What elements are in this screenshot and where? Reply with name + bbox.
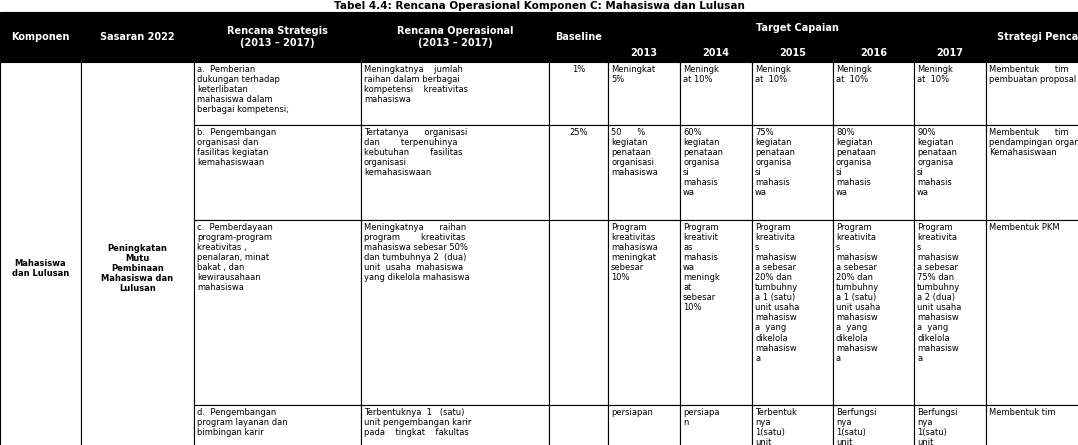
- Bar: [914, 62, 986, 125]
- Text: Meningk
at 10%: Meningk at 10%: [683, 65, 719, 84]
- Bar: [549, 125, 608, 220]
- Bar: [361, 220, 549, 405]
- Bar: [549, 405, 608, 445]
- Bar: [549, 62, 608, 125]
- Text: 2014: 2014: [703, 48, 730, 58]
- Text: Meningkat
5%: Meningkat 5%: [611, 65, 655, 84]
- Bar: [914, 405, 986, 445]
- Text: b.  Pengembangan
organisasi dan
fasilitas kegiatan
kemahasiswaan: b. Pengembangan organisasi dan fasilitas…: [197, 128, 276, 167]
- Bar: [680, 220, 752, 405]
- Bar: [986, 405, 1078, 445]
- Text: 90%
kegiatan
penataan
organisa
si
mahasis
wa: 90% kegiatan penataan organisa si mahasi…: [917, 128, 957, 197]
- Bar: [986, 125, 1078, 220]
- Text: 80%
kegiatan
penataan
organisa
si
mahasis
wa: 80% kegiatan penataan organisa si mahasi…: [837, 128, 876, 197]
- Bar: [752, 405, 833, 445]
- Text: Berfungsi
nya
1(satu)
unit: Berfungsi nya 1(satu) unit: [837, 408, 876, 445]
- Bar: [833, 405, 914, 445]
- Text: Meningkatnya    jumlah
raihan dalam berbagai
kompetensi    kreativitas
mahasiswa: Meningkatnya jumlah raihan dalam berbaga…: [364, 65, 468, 104]
- Bar: [680, 125, 752, 220]
- Bar: [361, 12, 549, 62]
- Text: Program
kreativit
as
mahasis
wa
meningk
at
sebesar
10%: Program kreativit as mahasis wa meningk …: [683, 223, 720, 312]
- Text: 75%
kegiatan
penataan
organisa
si
mahasis
wa: 75% kegiatan penataan organisa si mahasi…: [755, 128, 794, 197]
- Text: Baseline: Baseline: [555, 32, 602, 42]
- Bar: [914, 220, 986, 405]
- Bar: [680, 44, 752, 62]
- Bar: [361, 405, 549, 445]
- Text: Mahasiswa
dan Lulusan: Mahasiswa dan Lulusan: [12, 259, 69, 278]
- Text: Terbentuknya  1   (satu)
unit pengembangan karir
pada    tingkat    fakultas: Terbentuknya 1 (satu) unit pengembangan …: [364, 408, 471, 437]
- Text: 2016: 2016: [860, 48, 887, 58]
- Bar: [81, 12, 194, 62]
- Bar: [361, 62, 549, 125]
- Bar: [833, 220, 914, 405]
- Text: Berfungsi
nya
1(satu)
unit: Berfungsi nya 1(satu) unit: [917, 408, 957, 445]
- Text: Membentuk PKM: Membentuk PKM: [989, 223, 1060, 232]
- Bar: [549, 220, 608, 405]
- Bar: [986, 62, 1078, 125]
- Bar: [752, 220, 833, 405]
- Text: Sasaran 2022: Sasaran 2022: [100, 32, 175, 42]
- Bar: [194, 125, 361, 220]
- Bar: [680, 405, 752, 445]
- Bar: [833, 125, 914, 220]
- Text: Meningkatnya      raihan
program        kreativitas
mahasiswa sebesar 50%
dan tu: Meningkatnya raihan program kreativitas …: [364, 223, 470, 282]
- Bar: [549, 12, 608, 62]
- Text: persiapa
n: persiapa n: [683, 408, 719, 427]
- Bar: [608, 62, 680, 125]
- Text: Program
kreativita
s
mahasisw
a sebesar
75% dan
tumbuhny
a 2 (dua)
unit usaha
ma: Program kreativita s mahasisw a sebesar …: [917, 223, 962, 363]
- Text: c.  Pemberdayaan
program-program
kreativitas ,
penalaran, minat
bakat , dan
kewi: c. Pemberdayaan program-program kreativi…: [197, 223, 273, 292]
- Text: persiapan: persiapan: [611, 408, 653, 417]
- Text: Membentuk      tim
pendampingan organisasi
Kemahasiswaan: Membentuk tim pendampingan organisasi Ke…: [989, 128, 1078, 157]
- Text: Membentuk tim: Membentuk tim: [989, 408, 1055, 417]
- Text: Target Capaian: Target Capaian: [756, 23, 839, 33]
- Text: 2015: 2015: [779, 48, 806, 58]
- Text: Program
kreativita
s
mahasisw
a sebesar
20% dan
tumbuhny
a 1 (satu)
unit usaha
m: Program kreativita s mahasisw a sebesar …: [755, 223, 800, 363]
- Text: Membentuk      tim
pembuatan proposal PKM: Membentuk tim pembuatan proposal PKM: [989, 65, 1078, 84]
- Bar: [833, 44, 914, 62]
- Bar: [194, 62, 361, 125]
- Bar: [608, 44, 680, 62]
- Text: Program
kreativita
s
mahasisw
a sebesar
20% dan
tumbuhny
a 1 (satu)
unit usaha
m: Program kreativita s mahasisw a sebesar …: [837, 223, 881, 363]
- Text: Komponen: Komponen: [11, 32, 70, 42]
- Text: Program
kreativitas
mahasiswa
meningkat
sebesar
10%: Program kreativitas mahasiswa meningkat …: [611, 223, 658, 282]
- Bar: [986, 12, 1078, 62]
- Bar: [752, 44, 833, 62]
- Text: 60%
kegiatan
penataan
organisa
si
mahasis
wa: 60% kegiatan penataan organisa si mahasi…: [683, 128, 723, 197]
- Bar: [914, 125, 986, 220]
- Text: d.  Pengembangan
program layanan dan
bimbingan karir: d. Pengembangan program layanan dan bimb…: [197, 408, 288, 437]
- Bar: [194, 220, 361, 405]
- Bar: [833, 62, 914, 125]
- Text: 2017: 2017: [937, 48, 964, 58]
- Bar: [914, 44, 986, 62]
- Text: 50      %
kegiatan
penataan
organisasi
mahasiswa: 50 % kegiatan penataan organisasi mahasi…: [611, 128, 658, 177]
- Bar: [608, 125, 680, 220]
- Bar: [0, 12, 81, 62]
- Bar: [0, 62, 81, 445]
- Bar: [194, 405, 361, 445]
- Bar: [608, 12, 986, 44]
- Text: Meningk
at  10%: Meningk at 10%: [917, 65, 953, 84]
- Text: Rencana Operasional
(2013 – 2017): Rencana Operasional (2013 – 2017): [397, 26, 513, 48]
- Text: 2013: 2013: [631, 48, 658, 58]
- Text: Rencana Strategis
(2013 – 2017): Rencana Strategis (2013 – 2017): [227, 26, 328, 48]
- Text: Tabel 4.4: Rencana Operasional Komponen C: Mahasiswa dan Lulusan: Tabel 4.4: Rencana Operasional Komponen …: [333, 1, 745, 11]
- Text: Meningk
at  10%: Meningk at 10%: [755, 65, 791, 84]
- Text: Meningk
at  10%: Meningk at 10%: [837, 65, 872, 84]
- Bar: [608, 405, 680, 445]
- Text: Strategi Pencapaian: Strategi Pencapaian: [996, 32, 1078, 42]
- Bar: [752, 125, 833, 220]
- Text: 25%: 25%: [569, 128, 588, 137]
- Text: a.  Pemberian
dukungan terhadap
keterlibatan
mahasiswa dalam
berbagai kompetensi: a. Pemberian dukungan terhadap keterliba…: [197, 65, 289, 114]
- Bar: [752, 62, 833, 125]
- Bar: [194, 12, 361, 62]
- Bar: [986, 220, 1078, 405]
- Text: Peningkatan
Mutu
Pembinaan
Mahasiswa dan
Lulusan: Peningkatan Mutu Pembinaan Mahasiswa dan…: [101, 244, 174, 293]
- Text: 1%: 1%: [571, 65, 585, 74]
- Text: Terbentuk
nya
1(satu)
unit: Terbentuk nya 1(satu) unit: [755, 408, 797, 445]
- Bar: [608, 220, 680, 405]
- Text: Tertatanya      organisasi
dan        terpenuhinya
kebutuhan        fasilitas
or: Tertatanya organisasi dan terpenuhinya k…: [364, 128, 468, 177]
- Bar: [680, 62, 752, 125]
- Bar: [361, 125, 549, 220]
- Bar: [81, 62, 194, 445]
